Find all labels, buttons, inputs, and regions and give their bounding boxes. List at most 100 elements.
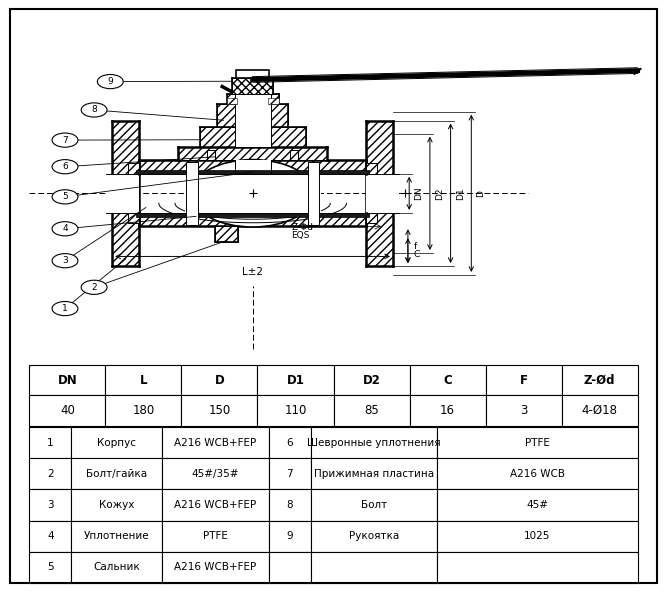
Text: 6: 6 — [287, 437, 293, 448]
Text: 45#: 45# — [526, 500, 548, 510]
Text: C: C — [443, 374, 452, 387]
Bar — [29, 552, 71, 583]
Bar — [269, 458, 311, 490]
Bar — [162, 458, 269, 490]
Text: DN: DN — [414, 186, 424, 200]
Bar — [437, 458, 638, 490]
Bar — [269, 520, 311, 552]
Text: Кожух: Кожух — [99, 500, 135, 510]
Text: D2: D2 — [435, 187, 444, 200]
Text: PTFE: PTFE — [525, 437, 550, 448]
Text: D2: D2 — [363, 374, 380, 387]
Circle shape — [191, 160, 314, 227]
Polygon shape — [227, 98, 237, 104]
Text: 180: 180 — [132, 404, 155, 417]
Text: f: f — [414, 242, 417, 250]
Bar — [235, 160, 271, 174]
Bar — [366, 174, 400, 213]
Text: A216 WCB+FEP: A216 WCB+FEP — [174, 437, 257, 448]
Text: 2: 2 — [91, 283, 97, 292]
Bar — [162, 490, 269, 520]
Polygon shape — [128, 213, 139, 223]
Circle shape — [52, 221, 78, 236]
Text: 40: 40 — [60, 404, 75, 417]
Text: 85: 85 — [364, 404, 379, 417]
Text: 3: 3 — [520, 404, 527, 417]
Circle shape — [52, 133, 78, 147]
Polygon shape — [290, 150, 298, 160]
Polygon shape — [207, 150, 215, 160]
Bar — [71, 552, 162, 583]
Polygon shape — [366, 163, 378, 174]
Polygon shape — [178, 147, 327, 160]
Bar — [162, 520, 269, 552]
Circle shape — [52, 190, 78, 204]
Bar — [106, 174, 139, 213]
Text: D: D — [476, 190, 486, 197]
Text: 8: 8 — [287, 500, 293, 510]
Bar — [181, 365, 257, 395]
Bar — [486, 395, 562, 426]
Text: 6: 6 — [62, 162, 68, 171]
Bar — [410, 365, 486, 395]
Text: L±2: L±2 — [242, 267, 263, 277]
Circle shape — [81, 103, 107, 117]
Bar — [162, 552, 269, 583]
Text: Уплотнение: Уплотнение — [84, 531, 149, 541]
Bar — [334, 365, 410, 395]
Bar — [257, 365, 334, 395]
Text: 7: 7 — [287, 469, 293, 479]
Bar — [486, 365, 562, 395]
Text: A216 WCB+FEP: A216 WCB+FEP — [174, 500, 257, 510]
Bar — [311, 520, 437, 552]
Bar — [185, 174, 321, 213]
Polygon shape — [232, 78, 273, 94]
Bar — [71, 490, 162, 520]
Bar — [71, 520, 162, 552]
Bar — [71, 427, 162, 458]
Text: D: D — [215, 374, 224, 387]
Bar — [410, 395, 486, 426]
Bar — [311, 552, 437, 583]
Polygon shape — [139, 213, 366, 226]
Text: Z-Φd: Z-Φd — [291, 223, 313, 231]
Bar — [257, 395, 334, 426]
Text: 4: 4 — [47, 531, 54, 541]
Bar — [235, 94, 271, 104]
Polygon shape — [199, 127, 305, 147]
Bar — [29, 427, 71, 458]
Bar — [29, 490, 71, 520]
Text: Прижимная пластина: Прижимная пластина — [314, 469, 434, 479]
Bar — [437, 427, 638, 458]
Text: 1: 1 — [62, 304, 68, 313]
Polygon shape — [136, 169, 369, 174]
Bar — [311, 427, 437, 458]
Polygon shape — [227, 94, 279, 104]
Text: 1025: 1025 — [524, 531, 550, 541]
Polygon shape — [128, 163, 139, 174]
Polygon shape — [236, 70, 269, 78]
Polygon shape — [366, 213, 378, 223]
Bar — [562, 365, 638, 395]
Bar — [29, 458, 71, 490]
Polygon shape — [366, 121, 393, 266]
Text: 3: 3 — [47, 500, 54, 510]
Polygon shape — [136, 213, 369, 217]
Polygon shape — [217, 104, 288, 127]
Bar — [437, 490, 638, 520]
Bar — [269, 427, 311, 458]
Text: D1: D1 — [456, 187, 465, 200]
Polygon shape — [139, 160, 366, 174]
Text: C: C — [414, 250, 420, 259]
Bar — [29, 395, 105, 426]
Text: 4-Ø18: 4-Ø18 — [582, 404, 618, 417]
Polygon shape — [307, 162, 319, 224]
Text: 45#/35#: 45#/35# — [191, 469, 239, 479]
Circle shape — [97, 75, 123, 89]
Text: 1: 1 — [47, 437, 54, 448]
Text: 8: 8 — [91, 105, 97, 114]
Text: F: F — [520, 374, 528, 387]
Bar — [269, 490, 311, 520]
Text: 5: 5 — [62, 192, 68, 201]
Text: A216 WCB: A216 WCB — [510, 469, 565, 479]
